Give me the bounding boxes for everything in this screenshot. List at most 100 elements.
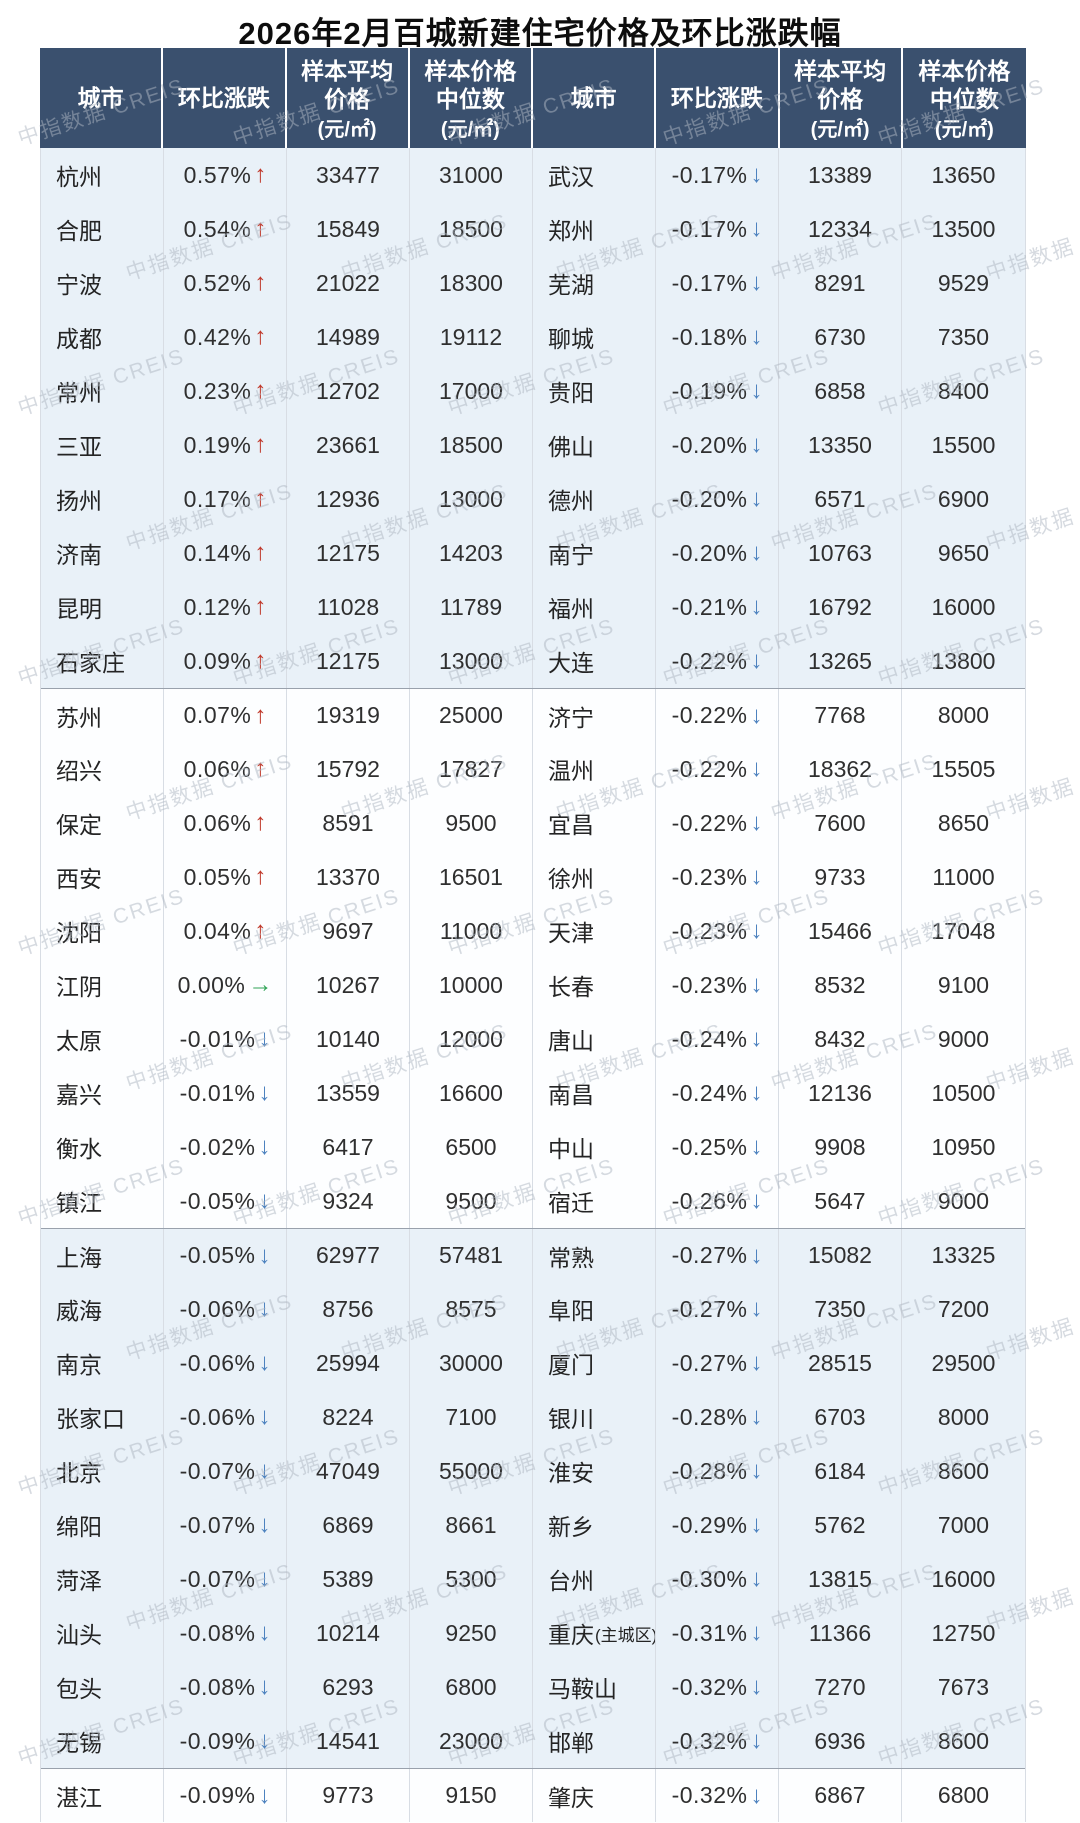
- city-cell: 南昌: [533, 1066, 656, 1120]
- down-arrow-icon: ↓: [258, 1781, 271, 1809]
- median-price-cell: 9250: [410, 1606, 533, 1660]
- avg-price-cell: 15082: [779, 1229, 902, 1282]
- median-price-cell: 25000: [410, 689, 533, 742]
- median-price-cell: 13500: [931, 215, 996, 242]
- avg-price-cell: 15792: [287, 742, 410, 796]
- table-row: 太原 -0.01% ↓ 10140 12000 唐山 -0.24% ↓ 8432 9000: [41, 1012, 1025, 1066]
- avg-price-cell: 14541: [287, 1714, 410, 1768]
- change-cell: -0.24% ↓: [656, 1066, 779, 1120]
- avg-price-cell: 8432: [779, 1012, 902, 1066]
- avg-price-cell: 21022: [287, 256, 410, 310]
- city-cell: 沈阳: [41, 904, 164, 958]
- up-arrow-icon: ↑: [254, 377, 267, 404]
- avg-price-cell: 12936: [287, 472, 410, 526]
- median-price-cell: 8000: [937, 1403, 990, 1430]
- table-row: 上海 -0.05% ↓ 62977 57481 常熟 -0.27% ↓ 15082 13325: [41, 1228, 1025, 1282]
- down-arrow-icon: ↓: [258, 1673, 271, 1700]
- change-cell: -0.19% ↓: [656, 364, 779, 418]
- median-price-cell: 9000: [937, 1025, 990, 1052]
- change-cell: -0.27% ↓: [656, 1229, 779, 1282]
- table-row: 成都 0.42% ↑ 14989 19112 聊城 -0.18% ↓ 6730 7350: [41, 310, 1025, 364]
- median-price-cell: 55000: [410, 1444, 533, 1498]
- city-cell: 天津: [533, 904, 656, 958]
- change-cell: -0.06% ↓: [164, 1282, 287, 1336]
- down-arrow-icon: ↓: [750, 701, 763, 729]
- median-price-cell: 57481: [410, 1229, 533, 1282]
- table-row: 菏泽 -0.07% ↓ 5389 5300 台州 -0.30% ↓ 13815 16000: [41, 1552, 1025, 1606]
- median-price-cell: 9150: [410, 1769, 533, 1822]
- change-cell: -0.09% ↓: [164, 1769, 287, 1822]
- table-row: 嘉兴 -0.01% ↓ 13559 16600 南昌 -0.24% ↓ 12136 10500: [41, 1066, 1025, 1120]
- avg-price-cell: 62977: [287, 1229, 410, 1282]
- up-arrow-icon: ↑: [254, 647, 267, 674]
- change-cell: -0.06% ↓: [164, 1390, 287, 1444]
- avg-price-cell: 13265: [779, 634, 902, 688]
- avg-price-cell: 13370: [287, 850, 410, 904]
- table-row: 镇江 -0.05% ↓ 9324 9500 宿迁 -0.26% ↓ 5647 9000: [41, 1174, 1025, 1228]
- down-arrow-icon: ↓: [750, 1781, 763, 1809]
- change-cell: 0.12% ↑: [164, 580, 287, 634]
- header-city-left: 城市: [40, 48, 164, 148]
- median-price-cell: 9500: [410, 1174, 533, 1228]
- down-arrow-icon: ↓: [750, 1079, 763, 1106]
- avg-price-cell: 13350: [779, 418, 902, 472]
- city-cell: 杭州: [41, 148, 164, 202]
- change-cell: -0.22% ↓: [656, 742, 779, 796]
- change-cell: 0.06% ↑: [164, 742, 287, 796]
- avg-price-cell: 6417: [287, 1120, 410, 1174]
- median-price-cell: 13000: [410, 634, 533, 688]
- city-cell: 合肥: [41, 202, 164, 256]
- table-row: 济南 0.14% ↑ 12175 14203 南宁 -0.20% ↓ 10763 9650: [41, 526, 1025, 580]
- city-cell: 肇庆: [533, 1769, 656, 1822]
- down-arrow-icon: ↓: [750, 863, 763, 890]
- city-cell: 银川: [533, 1390, 656, 1444]
- change-cell: -0.32% ↓: [656, 1660, 779, 1714]
- table-row: 沈阳 0.04% ↑ 9697 11000 天津 -0.23% ↓ 15466 17048: [41, 904, 1025, 958]
- change-cell: 0.42% ↑: [164, 310, 287, 364]
- change-cell: -0.23% ↓: [656, 850, 779, 904]
- city-cell: 绵阳: [41, 1498, 164, 1552]
- table-row: 扬州 0.17% ↑ 12936 13000 德州 -0.20% ↓ 6571 6900: [41, 472, 1025, 526]
- city-cell: 保定: [41, 796, 164, 850]
- avg-price-cell: 47049: [287, 1444, 410, 1498]
- price-table: 城市 环比涨跌 样本平均 价格 (元/㎡) 样本价格 中位数 (元/㎡) 城市 环比涨跌 样本平均价…: [40, 48, 1026, 1823]
- city-cell: 成都: [41, 310, 164, 364]
- flat-arrow-icon: →: [248, 971, 273, 998]
- city-cell: 昆明: [41, 580, 164, 634]
- table-row: 威海 -0.06% ↓ 8756 8575 阜阳 -0.27% ↓ 7350 7200: [41, 1282, 1025, 1336]
- down-arrow-icon: ↓: [750, 485, 763, 512]
- city-cell: 福州: [533, 580, 656, 634]
- avg-price-cell: 18362: [779, 742, 902, 796]
- city-cell: 石家庄: [41, 634, 164, 688]
- avg-price-cell: 6730: [779, 310, 902, 364]
- header-city-right: 城市: [533, 48, 657, 148]
- table-row: 绍兴 0.06% ↑ 15792 17827 温州 -0.22% ↓ 18362 15505: [41, 742, 1025, 796]
- city-cell: 汕头: [41, 1606, 164, 1660]
- change-cell: 0.09% ↑: [164, 634, 287, 688]
- median-price-cell: 12750: [931, 1619, 996, 1646]
- down-arrow-icon: ↓: [750, 1727, 763, 1754]
- city-cell: 苏州: [41, 689, 164, 742]
- down-arrow-icon: ↓: [258, 1403, 271, 1430]
- change-cell: -0.05% ↓: [164, 1229, 287, 1282]
- change-cell: 0.17% ↑: [164, 472, 287, 526]
- header-change-left: 环比涨跌: [163, 48, 287, 148]
- change-cell: -0.31% ↓: [656, 1606, 779, 1660]
- median-price-cell: 15505: [931, 755, 996, 782]
- down-arrow-icon: ↓: [258, 1619, 271, 1646]
- city-cell: 宁波: [41, 256, 164, 310]
- change-cell: -0.27% ↓: [656, 1336, 779, 1390]
- median-price-cell: 11000: [932, 863, 995, 890]
- header-label: 城市: [570, 85, 617, 111]
- up-arrow-icon: ↑: [254, 323, 267, 350]
- change-cell: 0.07% ↑: [164, 689, 287, 742]
- city-cell: 镇江: [41, 1174, 164, 1228]
- change-cell: -0.06% ↓: [164, 1336, 287, 1390]
- avg-price-cell: 7600: [779, 796, 902, 850]
- median-price-cell: 7673: [937, 1673, 990, 1700]
- change-cell: -0.27% ↓: [656, 1282, 779, 1336]
- median-price-cell: 13000: [410, 472, 533, 526]
- table-row: 包头 -0.08% ↓ 6293 6800 马鞍山 -0.32% ↓ 7270 7673: [41, 1660, 1025, 1714]
- up-arrow-icon: ↑: [254, 755, 267, 782]
- change-cell: -0.26% ↓: [656, 1174, 779, 1228]
